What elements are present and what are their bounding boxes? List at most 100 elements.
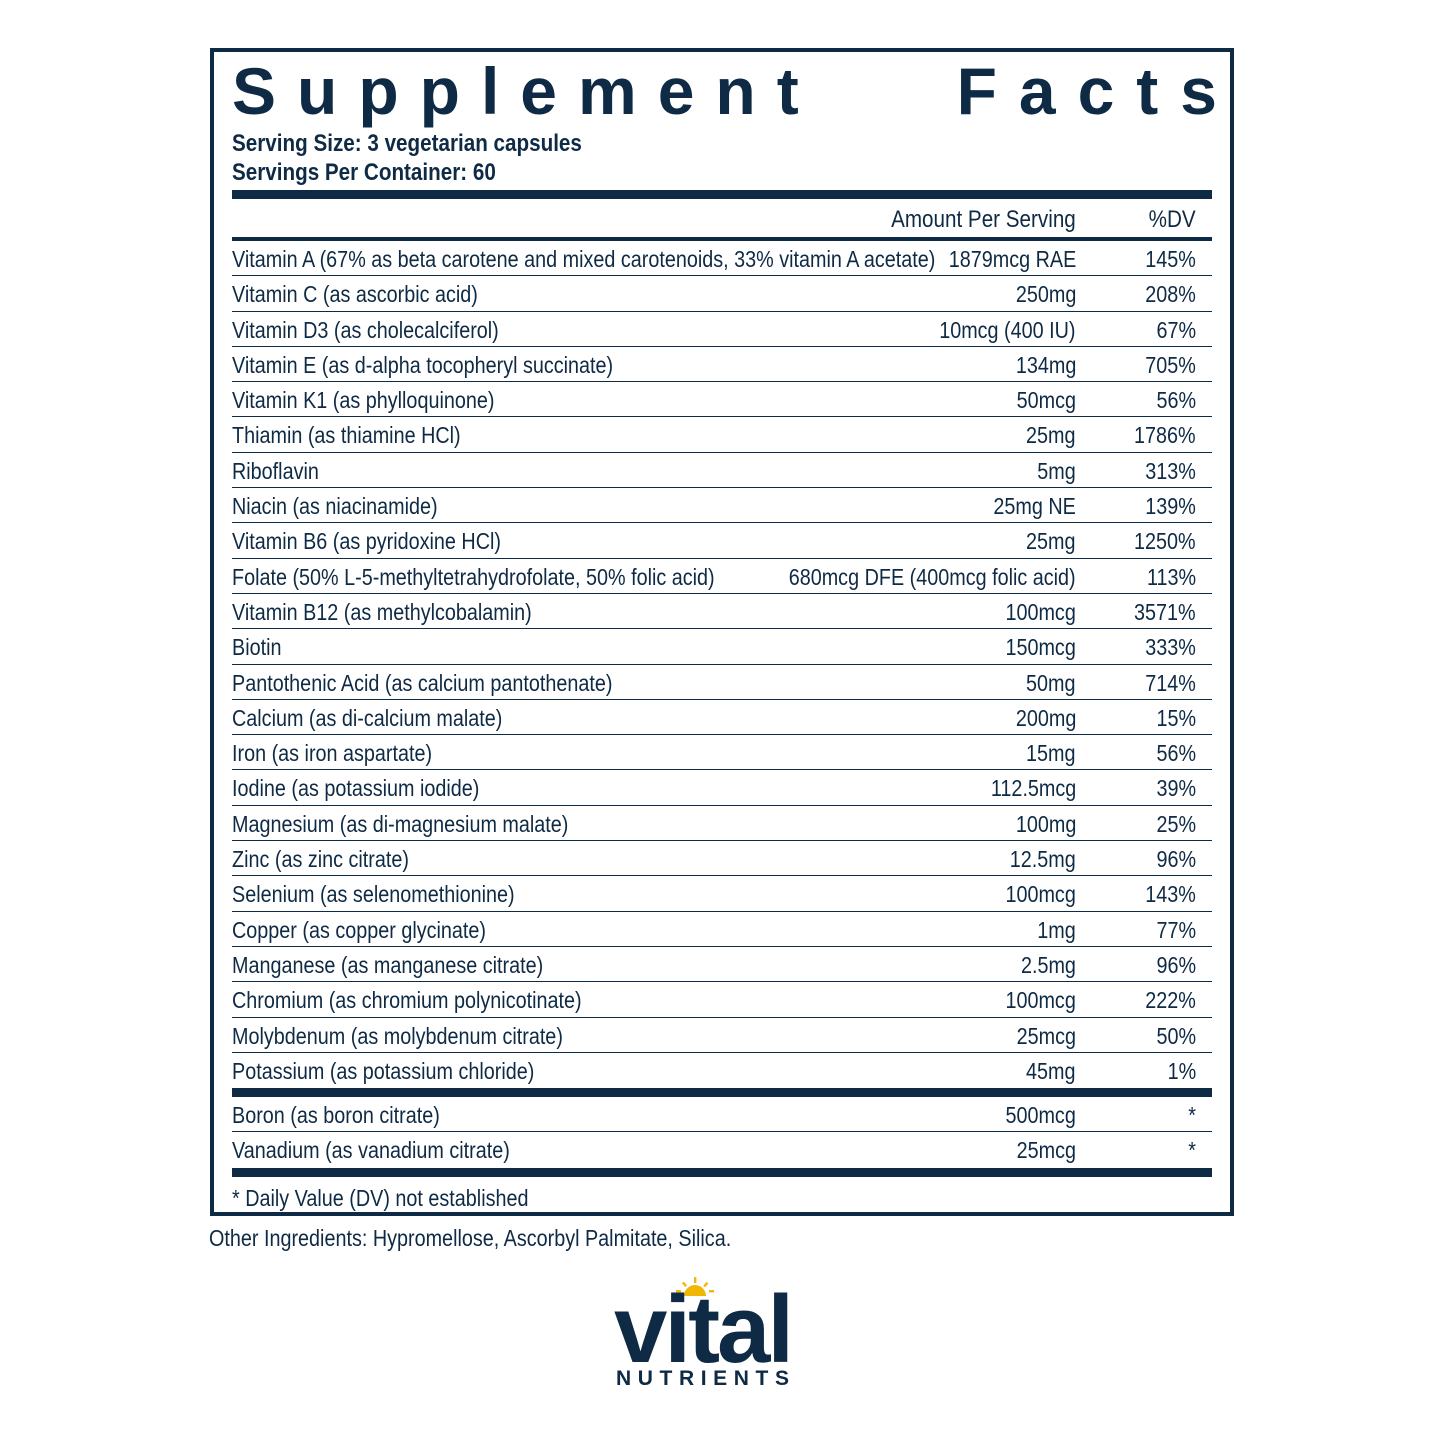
nutrient-dv: 139% — [1145, 493, 1196, 520]
nutrient-name: Boron (as boron citrate) — [232, 1102, 440, 1128]
nutrient-dv: 3571% — [1134, 598, 1196, 625]
table-row: Riboflavin 5mg 313% — [232, 453, 1212, 489]
servings-per-container: Servings Per Container: 60 — [232, 159, 496, 186]
nutrient-amount: 134mg — [1015, 351, 1076, 378]
header-amount-per-serving: Amount Per Serving — [891, 206, 1076, 233]
divider-thick-bottom — [232, 1168, 1212, 1177]
nutrient-dv: 113% — [1146, 563, 1196, 590]
nutrient-dv: 25% — [1156, 810, 1196, 837]
nutrient-dv: 1250% — [1134, 528, 1196, 555]
nutrient-dv: * — [1188, 1137, 1196, 1164]
table-row: Vitamin D3 (as cholecalciferol) 10mcg (40… — [232, 312, 1212, 347]
table-row: Selenium (as selenomethionine) 100mcg 143% — [232, 876, 1212, 912]
nutrient-dv: 39% — [1156, 775, 1196, 802]
nutrient-amount: 100mcg — [1005, 987, 1076, 1014]
nutrient-amount: 25mg NE — [993, 493, 1076, 520]
nutrient-dv: 56% — [1156, 740, 1196, 767]
table-row: Vitamin C (as ascorbic acid) 250mg 208% — [232, 276, 1212, 312]
nutrient-name: Calcium (as di-calcium malate) — [232, 704, 503, 731]
title-word-facts: Facts — [956, 54, 1239, 128]
nutrient-dv: 1% — [1167, 1057, 1196, 1084]
nutrient-name: Magnesium (as di-magnesium malate) — [232, 810, 569, 837]
nutrient-table: Vitamin A (67% as beta carotene and mixe… — [232, 241, 1212, 1088]
nutrient-dv: 143% — [1145, 881, 1196, 908]
table-row: Copper (as copper glycinate) 1mg 77% — [232, 912, 1212, 947]
nutrient-amount: 500mcg — [1005, 1102, 1076, 1128]
nutrient-name: Thiamin (as thiamine HCl) — [232, 422, 461, 449]
nutrient-name: Chromium (as chromium polynicotinate) — [232, 987, 582, 1014]
sun-icon — [676, 1277, 714, 1296]
nutrient-name: Iron (as iron aspartate) — [232, 740, 433, 767]
nutrient-amount: 150mcg — [1005, 634, 1076, 661]
nutrient-name: Pantothenic Acid (as calcium pantothenat… — [232, 669, 613, 696]
table-row: Magnesium (as di-magnesium malate) 100mg 2… — [232, 806, 1212, 842]
nutrient-amount: 12.5mg — [1010, 846, 1076, 873]
dv-footnote: * Daily Value (DV) not established — [232, 1185, 529, 1211]
table-row: Vitamin E (as d-alpha tocopheryl succina… — [232, 347, 1212, 383]
nutrient-dv: 313% — [1145, 457, 1196, 484]
nutrient-dv: 714% — [1145, 669, 1196, 696]
table-row: Iodine (as potassium iodide) 112.5mcg 39% — [232, 770, 1212, 806]
serving-size: Serving Size: 3 vegetarian capsules — [232, 130, 582, 157]
nutrient-dv: 67% — [1156, 316, 1196, 343]
supplement-facts-panel: Supplement Facts Serving Size: 3 vegetar… — [210, 48, 1234, 1216]
nutrient-amount: 5mg — [1037, 457, 1076, 484]
table-row: Vitamin A (67% as beta carotene and mixe… — [232, 241, 1212, 277]
nutrient-name: Vitamin D3 (as cholecalciferol) — [232, 316, 499, 343]
nutrient-name: Niacin (as niacinamide) — [232, 493, 438, 520]
other-ingredients: Other Ingredients: Hypromellose, Ascorby… — [209, 1225, 732, 1251]
nutrient-name: Riboflavin — [232, 457, 319, 484]
divider-thick-middle — [232, 1088, 1212, 1097]
table-row: Vitamin B6 (as pyridoxine HCl) 25mg 1250% — [232, 523, 1212, 559]
nutrient-dv: 208% — [1145, 281, 1196, 308]
nutrient-name: Potassium (as potassium chloride) — [232, 1057, 535, 1084]
nutrient-dv: 333% — [1145, 634, 1196, 661]
table-row: Chromium (as chromium polynicotinate) 100… — [232, 982, 1212, 1018]
table-row: Molybdenum (as molybdenum citrate) 25mcg 5… — [232, 1018, 1212, 1053]
table-row: Vitamin B12 (as methylcobalamin) 100mcg 35… — [232, 594, 1212, 630]
nutrient-name: Molybdenum (as molybdenum citrate) — [232, 1022, 563, 1049]
nutrient-name: Biotin — [232, 634, 282, 661]
nutrient-amount: 100mg — [1015, 810, 1076, 837]
nutrient-dv: 96% — [1156, 846, 1196, 873]
nutrient-name: Vitamin C (as ascorbic acid) — [232, 281, 478, 308]
nutrient-amount: 15mg — [1026, 740, 1076, 767]
nutrient-dv: 222% — [1145, 987, 1196, 1014]
brand-logo: vital NUTRIENTS — [612, 1276, 837, 1396]
panel-title: Supplement Facts — [232, 56, 1217, 126]
nutrient-amount: 1879mcg RAE — [948, 246, 1076, 272]
table-row: Iron (as iron aspartate) 15mg 56% — [232, 735, 1212, 771]
brand-tagline: NUTRIENTS — [616, 1367, 796, 1390]
nutrient-name: Copper (as copper glycinate) — [232, 916, 486, 943]
nutrient-amount: 100mcg — [1005, 881, 1076, 908]
table-row: Potassium (as potassium chloride) 45mg 1% — [232, 1053, 1212, 1088]
nutrient-amount: 25mg — [1026, 422, 1076, 449]
nutrient-name: Vitamin B12 (as methylcobalamin) — [232, 598, 532, 625]
table-row: Thiamin (as thiamine HCl) 25mg 1786% — [232, 417, 1212, 453]
other-nutrient-table: Boron (as boron citrate) 500mcg * Vanadium … — [232, 1097, 1212, 1168]
nutrient-name: Folate (50% L-5-methyltetrahydrofolate, … — [232, 563, 715, 590]
nutrient-name: Manganese (as manganese citrate) — [232, 951, 544, 978]
nutrient-amount: 680mcg DFE (400mcg folic acid) — [789, 563, 1076, 590]
nutrient-amount: 25mcg — [1016, 1022, 1076, 1049]
table-row: Niacin (as niacinamide) 25mg NE 139% — [232, 488, 1212, 524]
nutrient-dv: 56% — [1156, 387, 1196, 414]
brand-name: vital — [614, 1276, 794, 1383]
nutrient-amount: 2.5mg — [1021, 951, 1076, 978]
nutrient-name: Selenium (as selenomethionine) — [232, 881, 515, 908]
table-row: Zinc (as zinc citrate) 12.5mg 96% — [232, 841, 1212, 877]
nutrient-name: Vitamin B6 (as pyridoxine HCl) — [232, 528, 501, 555]
table-row: Pantothenic Acid (as calcium pantothenat… — [232, 665, 1212, 700]
nutrient-dv: 705% — [1145, 351, 1196, 378]
nutrient-name: Zinc (as zinc citrate) — [232, 846, 409, 873]
nutrient-dv: 96% — [1156, 951, 1196, 978]
nutrient-dv: 77% — [1156, 916, 1196, 943]
table-row: Calcium (as di-calcium malate) 200mg 15% — [232, 700, 1212, 736]
nutrient-dv: 145% — [1145, 246, 1196, 272]
nutrient-amount: 45mg — [1026, 1057, 1076, 1084]
table-row: Vitamin K1 (as phylloquinone) 50mcg 56% — [232, 382, 1212, 418]
nutrient-amount: 100mcg — [1005, 598, 1076, 625]
table-row: Biotin 150mcg 333% — [232, 629, 1212, 665]
divider-header — [232, 237, 1212, 241]
nutrient-amount: 25mcg — [1016, 1137, 1076, 1164]
